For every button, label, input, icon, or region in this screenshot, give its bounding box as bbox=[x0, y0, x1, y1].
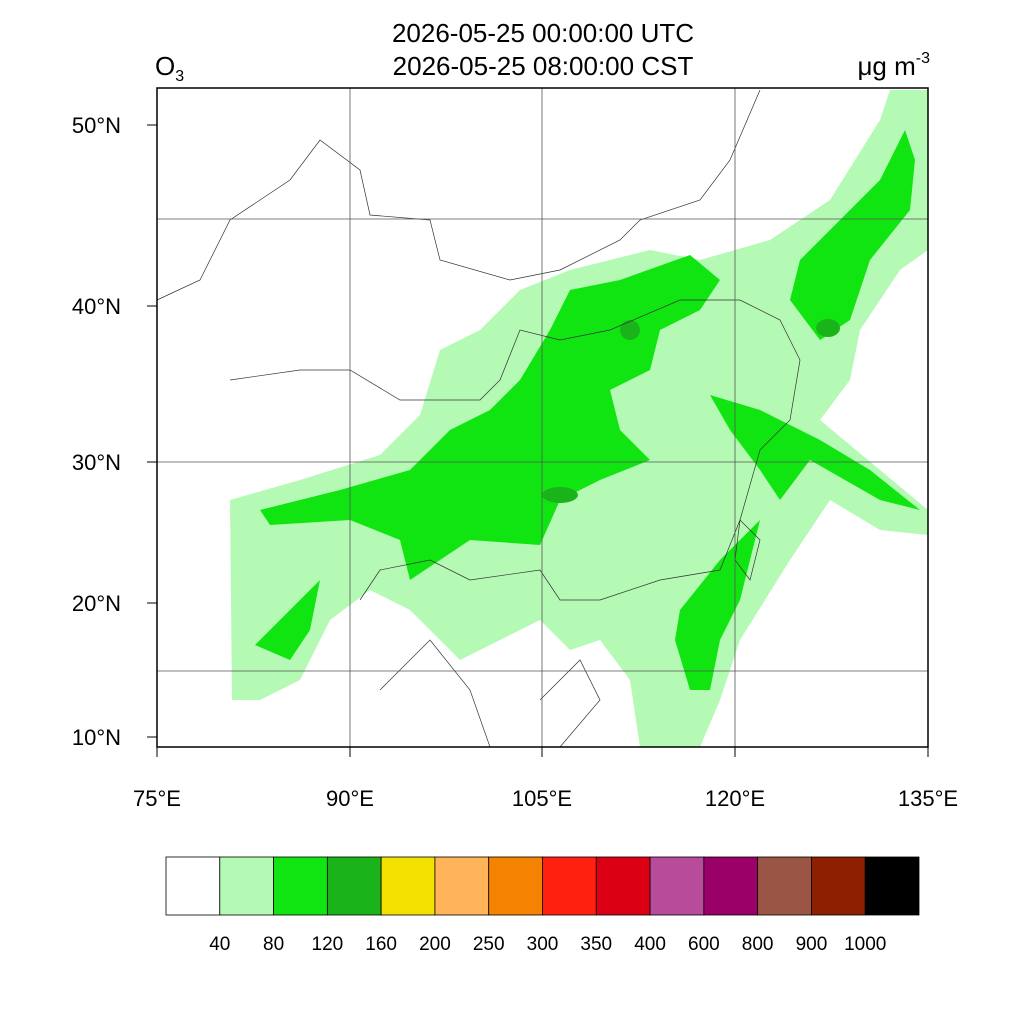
colorbar-box bbox=[488, 856, 543, 916]
field-80-120 bbox=[710, 395, 920, 510]
variable-label: O3 bbox=[155, 51, 184, 85]
colorbar-label: 350 bbox=[580, 934, 612, 955]
colorbar-box bbox=[811, 856, 866, 916]
colorbar-label: 160 bbox=[365, 934, 397, 955]
variable-name: O bbox=[155, 51, 175, 81]
colorbar-label: 40 bbox=[209, 934, 230, 955]
coast bbox=[734, 519, 761, 581]
colorbar-box bbox=[595, 856, 651, 916]
lon-tick-label: 75°E bbox=[133, 786, 181, 811]
field-80-120 bbox=[255, 580, 320, 660]
colorbar-label: 200 bbox=[419, 934, 451, 955]
colorbar-label: 80 bbox=[263, 934, 284, 955]
colorbar-box bbox=[542, 856, 597, 916]
title-line: 2026-05-25 00:00:00 UTC bbox=[392, 18, 694, 48]
title-line: 2026-05-25 08:00:00 CST bbox=[393, 51, 694, 81]
colorbar-label: 250 bbox=[473, 934, 505, 955]
field-120-160 bbox=[620, 320, 640, 340]
lat-tick-label: 50°N bbox=[72, 113, 121, 138]
lon-tick-label: 105°E bbox=[512, 786, 572, 811]
lat-tick-label: 40°N bbox=[72, 294, 121, 319]
colorbar-label: 400 bbox=[634, 934, 666, 955]
field-80-120 bbox=[675, 520, 760, 690]
coast bbox=[379, 639, 601, 748]
field-120-160 bbox=[542, 487, 578, 503]
lon-tick-label: 90°E bbox=[326, 786, 374, 811]
lon-tick-label: 120°E bbox=[705, 786, 765, 811]
colorbar-box bbox=[649, 856, 705, 916]
colorbar-label: 300 bbox=[527, 934, 559, 955]
colorbar-box bbox=[219, 856, 274, 916]
colorbar-label: 900 bbox=[796, 934, 828, 955]
lat-tick-label: 10°N bbox=[72, 725, 121, 750]
colorbar-box bbox=[165, 856, 221, 916]
units-superscript: -3 bbox=[916, 50, 930, 67]
colorbar-label: 600 bbox=[688, 934, 720, 955]
border bbox=[229, 299, 801, 601]
colorbar-label: 800 bbox=[742, 934, 774, 955]
border bbox=[156, 89, 761, 301]
borders bbox=[156, 89, 801, 748]
lon-tick-label: 135°E bbox=[898, 786, 958, 811]
colorbar-label: 1000 bbox=[844, 934, 886, 955]
colorbar-box bbox=[326, 856, 382, 916]
colorbar-box bbox=[434, 856, 490, 916]
colorbar-box bbox=[273, 856, 328, 916]
colorbar-box bbox=[864, 856, 920, 916]
units-text: μg m bbox=[857, 51, 915, 81]
colorbar-box bbox=[757, 856, 812, 916]
colorbar-box bbox=[703, 856, 759, 916]
units-label: μg m-3 bbox=[857, 50, 930, 81]
ozone-field bbox=[230, 90, 928, 747]
variable-subscript: 3 bbox=[175, 68, 184, 85]
field-80-120 bbox=[260, 255, 720, 580]
colorbar-label: 120 bbox=[312, 934, 344, 955]
field-80-120 bbox=[790, 130, 915, 340]
field-120-160 bbox=[816, 319, 840, 337]
lat-tick-label: 30°N bbox=[72, 450, 121, 475]
graticule bbox=[157, 88, 928, 747]
colorbar-box bbox=[380, 856, 436, 916]
lat-tick-label: 20°N bbox=[72, 591, 121, 616]
